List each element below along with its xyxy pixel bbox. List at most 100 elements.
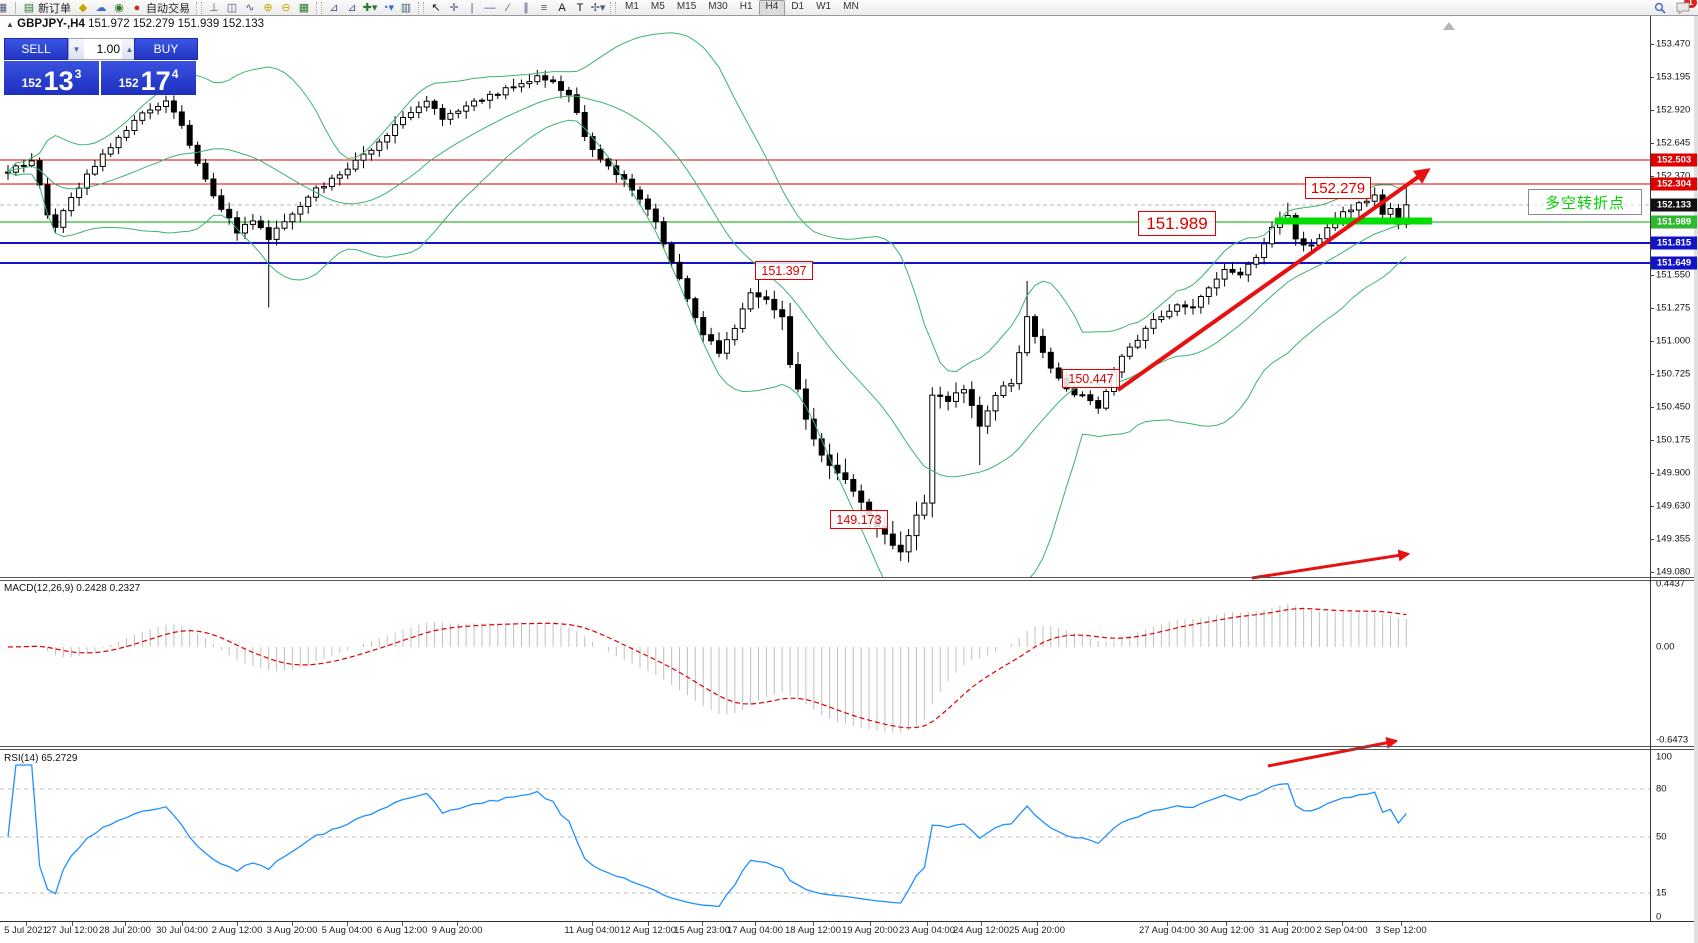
price-annotation-box[interactable]: 152.279 bbox=[1305, 177, 1371, 199]
time-label: 17 Aug 04:00 bbox=[727, 925, 783, 936]
price-flag: 151.989 bbox=[1651, 215, 1697, 229]
time-tick-mark bbox=[981, 922, 982, 926]
time-tick-mark bbox=[347, 922, 348, 926]
buy-price-pip: 4 bbox=[171, 67, 179, 81]
signals-icon[interactable]: ◉ bbox=[114, 2, 124, 14]
arrows-icon[interactable]: ✢▾ bbox=[590, 2, 606, 14]
buy-price-quote[interactable]: 152 17 4 bbox=[101, 61, 196, 95]
time-label: 6 Aug 12:00 bbox=[376, 925, 428, 936]
timeframe-button-m1[interactable]: M1 bbox=[625, 0, 639, 12]
time-tick-mark bbox=[702, 922, 703, 926]
timeframe-bar: M1 M5 M15 M30 H1 H4 D1 W1 MN bbox=[619, 0, 865, 16]
equidistant-channel-icon[interactable]: ∥ bbox=[523, 2, 529, 14]
price-tick: 151.550 bbox=[1656, 269, 1691, 281]
text-label-icon[interactable]: T bbox=[576, 1, 584, 14]
open-value: 151.972 bbox=[88, 18, 130, 30]
zoom-in-icon[interactable]: ⊕ bbox=[263, 2, 273, 14]
separator bbox=[15, 1, 16, 14]
time-label: 25 Aug 20:00 bbox=[1009, 925, 1065, 936]
sell-price-quote[interactable]: 152 13 3 bbox=[4, 61, 99, 95]
turning-point-note[interactable]: 多空转折点 bbox=[1528, 189, 1642, 215]
text-icon[interactable]: A bbox=[558, 1, 566, 14]
time-tick-mark bbox=[1226, 922, 1227, 926]
new-order-icon[interactable]: ▤ bbox=[23, 2, 35, 14]
price-flag: 152.304 bbox=[1651, 177, 1697, 191]
autotrading-icon[interactable]: ● bbox=[133, 1, 141, 14]
indicator-list-icon[interactable]: ⊿ bbox=[329, 2, 339, 14]
time-tick-mark bbox=[26, 922, 27, 926]
buy-button[interactable]: BUY bbox=[134, 38, 198, 60]
line-chart-icon[interactable]: ∿ bbox=[245, 2, 255, 14]
time-tick-mark bbox=[292, 922, 293, 926]
time-tick-mark bbox=[237, 922, 238, 926]
message-badge: 1 bbox=[1683, 0, 1697, 8]
timeframe-button-w1[interactable]: W1 bbox=[816, 0, 832, 12]
price-annotation-box[interactable]: 151.397 bbox=[755, 261, 813, 280]
fibonacci-icon[interactable]: ≡ bbox=[540, 1, 548, 14]
time-tick-mark bbox=[125, 922, 126, 926]
price-annotation-box[interactable]: 150.447 bbox=[1062, 369, 1120, 388]
rsi-scale-tick: 80 bbox=[1656, 783, 1667, 795]
tile-windows-icon[interactable]: ▦ bbox=[298, 2, 310, 14]
toolbar-grip bbox=[418, 1, 424, 14]
search-icon[interactable] bbox=[1652, 1, 1668, 15]
timeframe-button-d1[interactable]: D1 bbox=[791, 0, 805, 12]
price-annotation-box[interactable]: 149.173 bbox=[830, 510, 888, 529]
sell-button[interactable]: SELL bbox=[4, 38, 68, 60]
community-icon[interactable]: ☁ bbox=[95, 2, 107, 14]
period-clock-icon[interactable]: ◔▾ bbox=[381, 2, 395, 14]
time-tick-mark bbox=[1401, 922, 1402, 926]
vertical-line-icon[interactable]: | bbox=[470, 1, 474, 14]
timeframe-button-m5[interactable]: M5 bbox=[650, 0, 665, 12]
timeframe-button-mn[interactable]: MN bbox=[843, 0, 859, 12]
time-tick-mark bbox=[927, 922, 928, 926]
timeframe-button-h1[interactable]: H1 bbox=[739, 0, 753, 12]
timeframe-button-h4[interactable]: H4 bbox=[758, 0, 786, 16]
toolbar-grip bbox=[610, 1, 616, 14]
volume-stepper: ▼ ▲ bbox=[68, 38, 137, 60]
crosshair-icon[interactable]: ✛ bbox=[449, 2, 459, 14]
time-label: 30 Jul 04:00 bbox=[156, 925, 208, 936]
time-label: 28 Jul 20:00 bbox=[99, 925, 151, 936]
candlestick-chart-icon[interactable]: ◫ bbox=[226, 2, 238, 14]
time-tick-mark bbox=[592, 922, 593, 926]
chart-shift-marker-icon[interactable] bbox=[1443, 22, 1455, 30]
symbol-label: GBPJPY-,H4 bbox=[17, 18, 85, 30]
clipped-icon[interactable]: ▦ bbox=[0, 2, 8, 14]
volume-input[interactable] bbox=[84, 39, 122, 59]
bar-chart-icon[interactable]: ⊥ bbox=[209, 2, 219, 14]
templates-icon[interactable]: ▥ bbox=[400, 2, 412, 14]
horizontal-line-icon[interactable]: — bbox=[484, 1, 496, 14]
price-annotation-box[interactable]: 151.989 bbox=[1138, 211, 1216, 236]
price-tick-mark bbox=[1650, 143, 1654, 144]
timeframe-button-m15[interactable]: M15 bbox=[676, 0, 697, 12]
price-flag: 152.503 bbox=[1651, 153, 1697, 167]
time-label: 27 Aug 04:00 bbox=[1139, 925, 1195, 936]
autotrading-button[interactable]: 自动交易 bbox=[146, 2, 190, 15]
time-tick-mark bbox=[755, 922, 756, 926]
trendline-icon[interactable]: ∕ bbox=[507, 1, 509, 14]
timeframe-button-m30[interactable]: M30 bbox=[708, 0, 728, 12]
time-label: 31 Aug 20:00 bbox=[1259, 925, 1315, 936]
objects-list-icon[interactable]: ⊿ bbox=[347, 2, 357, 14]
volume-decrease-button[interactable]: ▼ bbox=[69, 39, 84, 59]
zoom-out-icon[interactable]: ⊖ bbox=[281, 2, 291, 14]
add-indicator-icon[interactable]: ✚▾ bbox=[362, 2, 378, 14]
history-center-icon[interactable]: ◆ bbox=[78, 2, 88, 14]
price-tick-mark bbox=[1650, 77, 1654, 78]
message-icon[interactable]: 1 bbox=[1675, 0, 1697, 15]
high-value: 152.279 bbox=[132, 18, 175, 30]
time-label: 27 Jul 12:00 bbox=[46, 925, 98, 936]
price-flag: 151.815 bbox=[1651, 236, 1697, 250]
time-label: 15 Aug 23:00 bbox=[674, 925, 730, 936]
cursor-icon[interactable]: ↖ bbox=[431, 2, 441, 14]
price-tick-mark bbox=[1650, 110, 1654, 111]
new-order-button[interactable]: 新订单 bbox=[38, 2, 71, 15]
low-value: 151.939 bbox=[177, 18, 220, 30]
macd-label: MACD(12,26,9) 0.2428 0.2327 bbox=[4, 583, 141, 594]
time-label: 12 Aug 12:00 bbox=[620, 925, 676, 936]
time-label: 24 Aug 12:00 bbox=[953, 925, 1009, 936]
toolbar: ▦ ▤ 新订单 ◆ ☁ ◉ ● 自动交易 ⊥ ◫ ∿ ⊕ ⊖ ▦ ⊿ ⊿ ✚▾ … bbox=[0, 0, 1698, 16]
